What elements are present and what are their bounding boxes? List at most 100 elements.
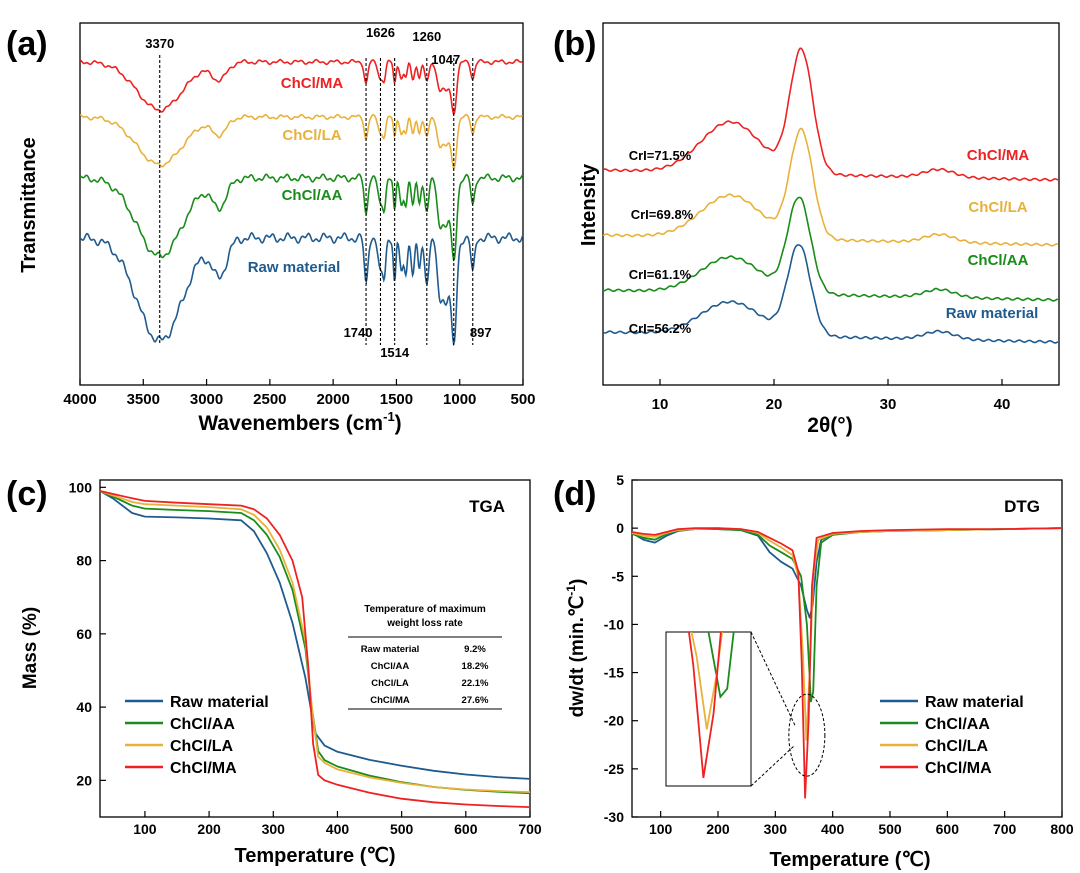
tga-title: TGA — [469, 497, 505, 516]
tga-legend-label: ChCl/AA — [170, 716, 235, 733]
tga-plot-frame — [99, 479, 531, 818]
xrd-series-label: Raw material — [946, 305, 1039, 322]
xrd-xtick-label: 10 — [652, 396, 669, 413]
tga-xtick-label: 500 — [390, 821, 414, 837]
tga-xlabel: Temperature (℃) — [234, 845, 395, 867]
inset-connector — [750, 631, 796, 726]
dtg-legend-label: ChCl/LA — [925, 738, 989, 755]
ftir-xtick-label: 2500 — [253, 391, 286, 408]
table-row-value: 27.6% — [462, 695, 489, 706]
dtg-ytick-label: -20 — [604, 713, 624, 729]
dtg-xtick-label: 100 — [649, 821, 673, 837]
xrd-cri-label: CrI=69.8% — [631, 207, 694, 222]
xrd-xtick-label: 30 — [880, 396, 897, 413]
dtg-xtick-label: 600 — [936, 821, 960, 837]
ftir-series-line — [79, 113, 524, 170]
inset-frame — [665, 631, 752, 787]
xrd-series-line — [602, 244, 1059, 344]
tga-legend: Raw material ChCl/AA ChCl/LA ChCl/MA — [125, 694, 269, 777]
tga-series-line — [99, 490, 531, 780]
tga-series-line — [99, 490, 531, 795]
dtg-xtick-label: 800 — [1050, 821, 1074, 837]
tga-chart: 100 200 300 400 500 600 700 20 40 60 80 100 TGA Mas… — [20, 479, 542, 867]
dtg-title: DTG — [1004, 497, 1040, 516]
dtg-xlabel: Temperature (℃) — [769, 849, 930, 871]
ftir-series-line — [79, 231, 524, 347]
panel-label-c: (c) — [6, 475, 48, 513]
tga-xtick-label: 300 — [262, 821, 286, 837]
ftir-xtick-label: 1000 — [443, 391, 476, 408]
ftir-plot-frame — [79, 22, 524, 386]
tga-ytick-label: 60 — [76, 626, 92, 642]
dtg-legend-label: Raw material — [925, 694, 1024, 711]
tga-xtick-label: 400 — [326, 821, 350, 837]
ftir-series-label: ChCl/AA — [282, 187, 343, 204]
xrd-xlabel: 2θ(°) — [807, 414, 852, 437]
panel-label-b: (b) — [553, 25, 596, 63]
dtg-xtick-label: 700 — [993, 821, 1017, 837]
dtg-legend: Raw material ChCl/AA ChCl/LA ChCl/MA — [880, 694, 1024, 777]
ftir-xtick-label: 1500 — [380, 391, 413, 408]
tga-legend-label: ChCl/MA — [170, 760, 237, 777]
tga-ytick-label: 100 — [69, 479, 93, 495]
ftir-xtick-label: 2000 — [316, 391, 349, 408]
dtg-ytick-label: -10 — [604, 616, 624, 632]
ftir-xlabel: Wavenembers (cm-1) — [198, 409, 401, 435]
xrd-series-line — [602, 196, 1059, 302]
table-row-name: Raw material — [361, 644, 420, 655]
dtg-series-line — [631, 527, 1063, 619]
dtg-ytick-label: -30 — [604, 809, 624, 825]
xrd-series-label: ChCl/MA — [967, 147, 1030, 164]
ftir-series-line — [79, 173, 524, 262]
tga-ytick-label: 20 — [76, 772, 92, 788]
dtg-plot-frame — [631, 479, 1063, 818]
table-row-value: 18.2% — [462, 661, 489, 672]
tga-ytick-label: 80 — [76, 553, 92, 569]
ftir-chart: 3370 1740 1626 1514 1260 1047 897 4000 3500 3000… — [18, 22, 536, 435]
table-header-line2: weight loss rate — [386, 618, 463, 629]
xrd-series-label: ChCl/AA — [968, 252, 1029, 269]
xrd-plot-frame — [602, 22, 1060, 386]
ftir-xtick-label: 3000 — [190, 391, 223, 408]
dtg-xtick-label: 500 — [878, 821, 902, 837]
dtg-xtick-label: 400 — [821, 821, 845, 837]
table-row-value: 22.1% — [462, 678, 489, 689]
ftir-series-line — [79, 58, 523, 116]
xrd-cri-label: CrI=61.1% — [629, 267, 692, 282]
dtg-ytick-label: -15 — [604, 665, 624, 681]
ftir-peak-label: 1740 — [344, 325, 373, 340]
ftir-series-label: ChCl/LA — [282, 127, 341, 144]
xrd-cri-label: CrI=71.5% — [629, 148, 692, 163]
table-row-name: ChCl/LA — [371, 678, 409, 689]
ftir-peak-label: 1514 — [380, 345, 410, 360]
inset-zoom-ellipse — [788, 693, 826, 777]
dtg-ytick-label: 5 — [616, 472, 624, 488]
ftir-peak-label: 1047 — [431, 52, 460, 67]
dtg-xtick-label: 200 — [706, 821, 730, 837]
tga-ytick-label: 40 — [76, 699, 92, 715]
ftir-xtick-label: 4000 — [63, 391, 96, 408]
xrd-chart: 10 20 30 40 ChCl/MA CrI=71.5% ChCl/LA CrI=69.8… — [578, 22, 1060, 437]
tga-xtick-label: 700 — [518, 821, 542, 837]
tga-legend-label: ChCl/LA — [170, 738, 234, 755]
dtg-ylabel: dw/dt (min.℃-1) — [564, 579, 588, 718]
inset-connector — [750, 744, 796, 787]
xrd-series-line — [602, 47, 1059, 182]
xrd-xtick-label: 20 — [766, 396, 783, 413]
dtg-legend-label: ChCl/MA — [925, 760, 992, 777]
tga-inset-table: Temperature of maximum weight loss rate … — [348, 604, 502, 710]
dtg-legend-label: ChCl/AA — [925, 716, 990, 733]
dtg-chart: 100 200 300 400 500 600 700 800 5 0 -5 -10 -15 -20 -25… — [564, 472, 1074, 871]
ftir-xtick-label: 3500 — [127, 391, 160, 408]
dtg-ytick-label: -25 — [604, 761, 624, 777]
ftir-peak-label: 3370 — [145, 36, 174, 51]
tga-xtick-label: 100 — [133, 821, 157, 837]
xrd-cri-label: CrI=56.2% — [629, 321, 692, 336]
panel-label-d: (d) — [553, 475, 596, 513]
dtg-ytick-label: -5 — [612, 568, 625, 584]
table-row-value: 9.2% — [464, 644, 486, 655]
tga-series-line — [99, 490, 531, 793]
xrd-ylabel: Intensity — [578, 163, 600, 246]
ftir-series-label: ChCl/MA — [281, 75, 344, 92]
